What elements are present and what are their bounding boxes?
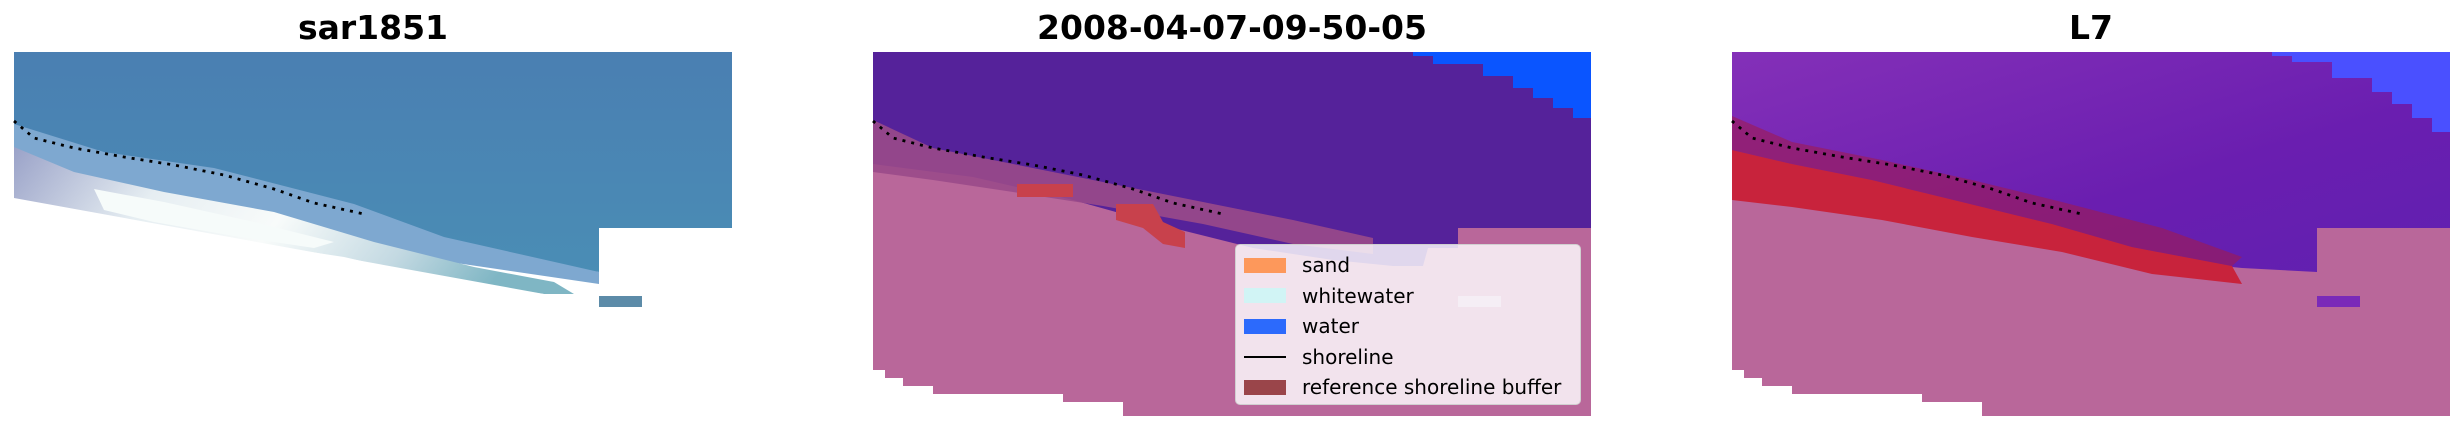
legend-swatch-sand (1244, 257, 1286, 273)
legend-line-shoreline (1244, 355, 1286, 358)
overlay-transition-band (1732, 116, 2242, 266)
legend-label-water: water (1302, 314, 1359, 339)
legend-swatch-water (1244, 318, 1286, 334)
legend-item-sand: sand (1244, 250, 1572, 281)
panel-title-rgb: sar1851 (297, 8, 449, 47)
overlay-blue-region (2272, 52, 2450, 132)
water-blue-region (1413, 52, 1591, 118)
reference-buffer-patch-2 (1116, 204, 1185, 248)
overlay-panel (1731, 52, 2450, 422)
legend-item-whitewater: whitewater (1244, 281, 1572, 312)
rgb-sea-region (14, 52, 732, 272)
panel-title-overlay: L7 (2069, 8, 2113, 47)
legend-label-shoreline: shoreline (1302, 344, 1394, 369)
bottom-edge-steps (1732, 370, 2450, 422)
legend: sand whitewater water shoreline referenc… (1235, 244, 1581, 405)
reference-buffer-patch (1017, 184, 1073, 197)
legend-item-reference-buffer: reference shoreline buffer (1244, 372, 1572, 403)
legend-label-reference-buffer: reference shoreline buffer (1302, 375, 1562, 400)
bottom-edge-steps (873, 370, 1591, 422)
overlay-water-region (1732, 52, 2450, 272)
rgb-land-nodata (14, 198, 732, 422)
legend-swatch-reference-buffer (1244, 379, 1286, 395)
classification-panel (872, 52, 1591, 422)
panel-title-classification: 2008-04-07-09-50-05 (1037, 8, 1427, 47)
legend-label-whitewater: whitewater (1302, 283, 1414, 308)
rgb-image-panel (13, 52, 732, 422)
legend-item-water: water (1244, 311, 1572, 342)
overlay-sand-band (1732, 150, 2242, 284)
legend-label-sand: sand (1302, 253, 1351, 278)
water-class-region (873, 52, 1591, 266)
legend-item-shoreline: shoreline (1244, 342, 1572, 373)
overlay-isolated-pixel (2317, 296, 2360, 307)
legend-swatch-whitewater (1244, 288, 1286, 304)
rgb-isolated-pixel (599, 296, 642, 307)
